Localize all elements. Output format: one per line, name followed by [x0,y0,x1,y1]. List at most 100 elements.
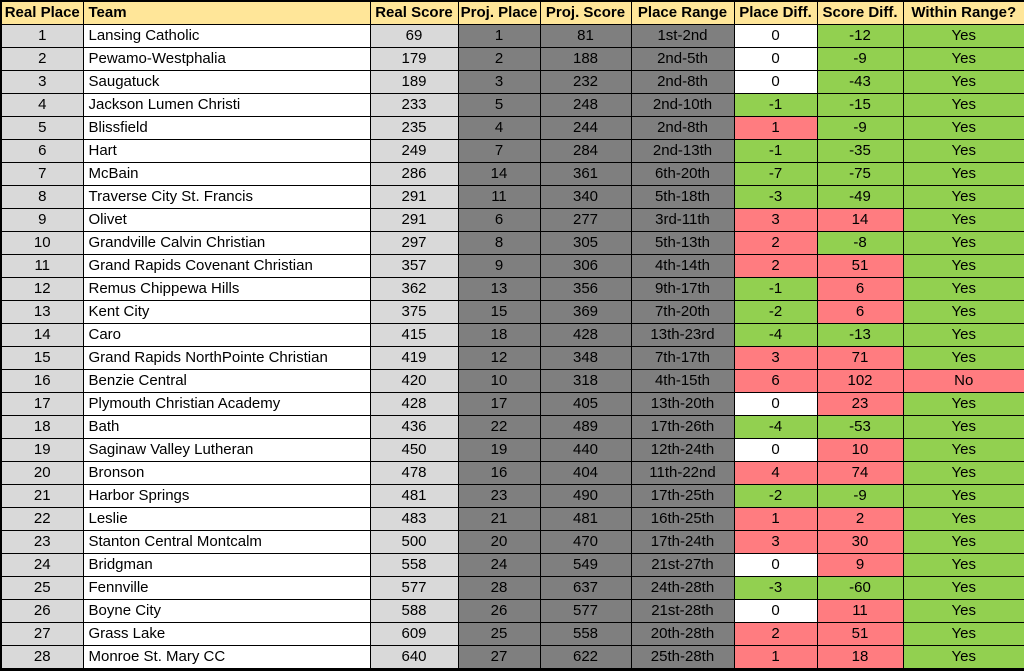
cell-real-place[interactable]: 10 [0,231,84,255]
cell-score-diff[interactable]: -9 [816,116,904,140]
cell-team[interactable]: Jackson Lumen Christi [82,93,371,117]
cell-proj-place[interactable]: 7 [457,139,541,163]
cell-score-diff[interactable]: -60 [816,576,904,600]
cell-place-diff[interactable]: 0 [733,553,818,577]
cell-proj-score[interactable]: 481 [539,507,632,531]
cell-place-diff[interactable]: 2 [733,622,818,646]
cell-within-range[interactable]: Yes [902,484,1024,508]
cell-place-range[interactable]: 21st-27th [630,553,735,577]
cell-team[interactable]: Bath [82,415,371,439]
cell-place-range[interactable]: 17th-24th [630,530,735,554]
cell-proj-place[interactable]: 10 [457,369,541,393]
cell-place-diff[interactable]: 0 [733,392,818,416]
cell-proj-score[interactable]: 489 [539,415,632,439]
cell-place-range[interactable]: 12th-24th [630,438,735,462]
cell-proj-score[interactable]: 277 [539,208,632,232]
cell-team[interactable]: Saginaw Valley Lutheran [82,438,371,462]
cell-place-diff[interactable]: 6 [733,369,818,393]
cell-real-score[interactable]: 233 [369,93,459,117]
cell-real-score[interactable]: 415 [369,323,459,347]
cell-within-range[interactable]: Yes [902,507,1024,531]
cell-proj-score[interactable]: 81 [539,24,632,48]
cell-place-diff[interactable]: 3 [733,530,818,554]
cell-within-range[interactable]: Yes [902,208,1024,232]
cell-place-range[interactable]: 11th-22nd [630,461,735,485]
cell-real-score[interactable]: 249 [369,139,459,163]
cell-score-diff[interactable]: 10 [816,438,904,462]
cell-real-score[interactable]: 558 [369,553,459,577]
cell-place-range[interactable]: 21st-28th [630,599,735,623]
cell-proj-place[interactable]: 13 [457,277,541,301]
header-proj-place[interactable]: Proj. Place [457,0,541,25]
cell-proj-place[interactable]: 25 [457,622,541,646]
cell-proj-score[interactable]: 248 [539,93,632,117]
cell-place-diff[interactable]: 3 [733,346,818,370]
cell-real-score[interactable]: 640 [369,645,459,670]
cell-real-place[interactable]: 11 [0,254,84,278]
cell-real-place[interactable]: 19 [0,438,84,462]
cell-place-range[interactable]: 9th-17th [630,277,735,301]
cell-place-range[interactable]: 2nd-13th [630,139,735,163]
cell-score-diff[interactable]: -49 [816,185,904,209]
cell-place-range[interactable]: 17th-25th [630,484,735,508]
cell-within-range[interactable]: Yes [902,277,1024,301]
cell-place-diff[interactable]: 0 [733,24,818,48]
cell-team[interactable]: Pewamo-Westphalia [82,47,371,71]
cell-within-range[interactable]: Yes [902,622,1024,646]
cell-proj-place[interactable]: 6 [457,208,541,232]
cell-place-diff[interactable]: -1 [733,93,818,117]
cell-score-diff[interactable]: 2 [816,507,904,531]
cell-real-score[interactable]: 235 [369,116,459,140]
cell-real-score[interactable]: 481 [369,484,459,508]
cell-proj-score[interactable]: 637 [539,576,632,600]
cell-place-diff[interactable]: 1 [733,645,818,670]
cell-real-place[interactable]: 16 [0,369,84,393]
cell-place-diff[interactable]: 4 [733,461,818,485]
cell-real-place[interactable]: 24 [0,553,84,577]
cell-place-diff[interactable]: 0 [733,599,818,623]
cell-proj-place[interactable]: 15 [457,300,541,324]
cell-real-score[interactable]: 362 [369,277,459,301]
cell-place-diff[interactable]: -2 [733,300,818,324]
cell-real-place[interactable]: 27 [0,622,84,646]
cell-place-diff[interactable]: -2 [733,484,818,508]
cell-score-diff[interactable]: 14 [816,208,904,232]
cell-within-range[interactable]: Yes [902,231,1024,255]
cell-place-range[interactable]: 2nd-10th [630,93,735,117]
cell-place-range[interactable]: 20th-28th [630,622,735,646]
cell-real-place[interactable]: 6 [0,139,84,163]
cell-score-diff[interactable]: 9 [816,553,904,577]
cell-within-range[interactable]: Yes [902,438,1024,462]
cell-proj-place[interactable]: 3 [457,70,541,94]
cell-within-range[interactable]: Yes [902,24,1024,48]
cell-proj-place[interactable]: 19 [457,438,541,462]
cell-team[interactable]: McBain [82,162,371,186]
cell-real-place[interactable]: 3 [0,70,84,94]
cell-team[interactable]: Harbor Springs [82,484,371,508]
cell-place-range[interactable]: 4th-14th [630,254,735,278]
cell-real-place[interactable]: 18 [0,415,84,439]
cell-real-score[interactable]: 179 [369,47,459,71]
cell-within-range[interactable]: No [902,369,1024,393]
cell-within-range[interactable]: Yes [902,300,1024,324]
cell-place-diff[interactable]: 0 [733,438,818,462]
cell-place-range[interactable]: 13th-20th [630,392,735,416]
cell-proj-score[interactable]: 622 [539,645,632,670]
cell-proj-place[interactable]: 4 [457,116,541,140]
cell-proj-score[interactable]: 470 [539,530,632,554]
cell-team[interactable]: Plymouth Christian Academy [82,392,371,416]
cell-team[interactable]: Fennville [82,576,371,600]
cell-place-diff[interactable]: 1 [733,507,818,531]
cell-place-diff[interactable]: -4 [733,323,818,347]
cell-within-range[interactable]: Yes [902,576,1024,600]
cell-score-diff[interactable]: 6 [816,277,904,301]
cell-place-range[interactable]: 5th-13th [630,231,735,255]
cell-team[interactable]: Hart [82,139,371,163]
cell-within-range[interactable]: Yes [902,461,1024,485]
cell-real-place[interactable]: 17 [0,392,84,416]
cell-team[interactable]: Stanton Central Montcalm [82,530,371,554]
cell-within-range[interactable]: Yes [902,254,1024,278]
cell-real-score[interactable]: 419 [369,346,459,370]
cell-place-diff[interactable]: -1 [733,139,818,163]
cell-proj-score[interactable]: 577 [539,599,632,623]
